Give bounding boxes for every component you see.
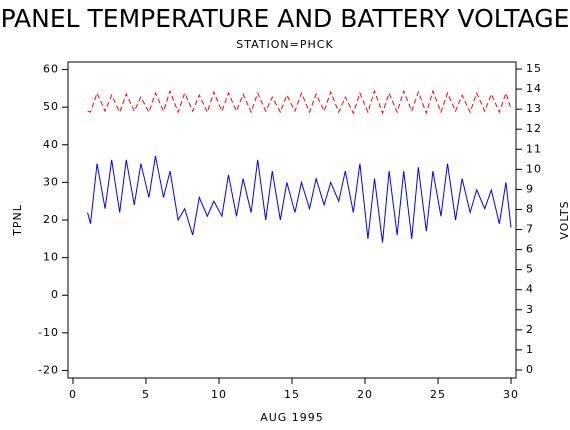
y-tick-label: 0 xyxy=(51,288,59,301)
x-tick-label: 15 xyxy=(284,388,300,401)
y2-tick-label: 12 xyxy=(526,122,542,135)
y2-tick-label: 11 xyxy=(526,142,542,155)
plot-frame xyxy=(67,61,517,379)
series-line xyxy=(87,155,512,243)
x-tick-label: 5 xyxy=(142,388,150,401)
chart-subtitle: STATION=PHCK xyxy=(236,38,333,51)
x-tick-label: 0 xyxy=(69,388,77,401)
y-tick-label: 10 xyxy=(43,251,59,264)
y-tick-label: -10 xyxy=(38,326,59,339)
y-tick-label: 60 xyxy=(43,63,59,76)
y2-tick-label: 14 xyxy=(526,82,542,95)
x-tick-label: 20 xyxy=(357,388,373,401)
y2-tick-label: 13 xyxy=(526,102,542,115)
y-tick-label: 30 xyxy=(43,175,59,188)
y2-tick-label: 3 xyxy=(526,303,534,316)
y2-tick-label: 15 xyxy=(526,62,542,75)
y-tick-label: 20 xyxy=(43,213,59,226)
y-axis-label: TPNL xyxy=(11,204,24,237)
y2-tick-label: 6 xyxy=(526,243,534,256)
y2-tick-label: 7 xyxy=(526,223,534,236)
y2-axis-label: VOLTS xyxy=(558,200,570,239)
series-line xyxy=(87,89,512,115)
y2-tick-label: 10 xyxy=(526,162,542,175)
y-tick-label: 40 xyxy=(43,138,59,151)
y2-tick-label: 4 xyxy=(526,283,534,296)
x-tick-label: 25 xyxy=(430,388,446,401)
x-tick-label: 10 xyxy=(211,388,227,401)
y2-tick-label: 8 xyxy=(526,202,534,215)
y2-tick-label: 0 xyxy=(526,363,534,376)
y-tick-label: -20 xyxy=(38,363,59,376)
y-tick-label: 50 xyxy=(43,100,59,113)
y2-tick-label: 9 xyxy=(526,182,534,195)
chart-title: PANEL TEMPERATURE AND BATTERY VOLTAGE xyxy=(1,4,570,33)
x-axis-label: AUG 1995 xyxy=(260,411,324,424)
y2-tick-label: 5 xyxy=(526,263,534,276)
y2-tick-label: 1 xyxy=(526,343,534,356)
y2-tick-label: 2 xyxy=(526,323,534,336)
x-tick-label: 30 xyxy=(503,388,519,401)
